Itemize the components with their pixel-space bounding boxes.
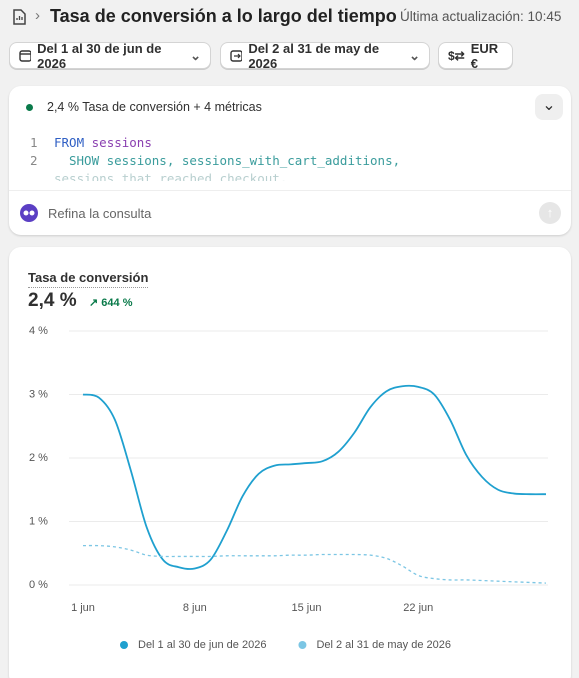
- legend-marker: [298, 641, 307, 649]
- chart: 0 % 1 % 2 % 3 % 4 % 1 jun 8 jun 15 jun 22 jun Del…: [29, 325, 548, 651]
- page-title: Tasa de conversión a lo largo del tiempo: [50, 6, 397, 26]
- calendar-icon: [19, 50, 32, 62]
- metric-change: ↗ 644 %: [89, 297, 133, 309]
- prompt-input[interactable]: Refina la consulta: [48, 206, 152, 221]
- currency-icon: $⇄: [448, 48, 465, 63]
- line-number: 2: [30, 153, 38, 168]
- x-tick-label: 8 jun: [183, 602, 207, 614]
- report-icon: [13, 9, 26, 25]
- status-dot: [26, 104, 33, 111]
- last-updated: Última actualización: 10:45: [400, 9, 562, 24]
- legend-label: Del 2 al 31 de may de 2026: [316, 639, 451, 651]
- compare-icon: [230, 50, 243, 62]
- y-tick-label: 1 %: [29, 515, 48, 527]
- y-tick-label: 2 %: [29, 452, 48, 464]
- x-tick-label: 1 jun: [71, 602, 95, 614]
- code-line: SHOW sessions, sessions_with_cart_additi…: [69, 153, 401, 168]
- series-line: [82, 544, 547, 584]
- y-tick-label: 0 %: [29, 579, 48, 591]
- filter-label: Del 2 al 31 de may de 2026: [248, 40, 380, 71]
- metric-change-value: 644 %: [101, 297, 133, 309]
- query-summary: 2,4 % Tasa de conversión + 4 métricas: [47, 100, 262, 114]
- date-filter[interactable]: Del 1 al 30 de jun de 2026 ⌄: [9, 40, 211, 71]
- assistant-icon: [20, 204, 38, 222]
- y-tick-label: 4 %: [29, 325, 48, 337]
- query-card: 2,4 % Tasa de conversión + 4 métricas ⌄ …: [9, 86, 571, 235]
- code-line: sessions_that_reached_checkout,: [54, 171, 288, 181]
- series-line: [82, 384, 547, 570]
- send-button[interactable]: ↑: [539, 202, 561, 224]
- line-number: 1: [30, 135, 38, 150]
- collapse-button[interactable]: ⌄: [535, 94, 563, 120]
- y-tick-label: 3 %: [29, 388, 48, 400]
- legend-label: Del 1 al 30 de jun de 2026: [138, 639, 266, 651]
- code-keyword: FROM: [54, 135, 85, 150]
- filter-label: Del 1 al 30 de jun de 2026: [37, 40, 162, 71]
- currency-filter[interactable]: $⇄ EUR €: [438, 40, 513, 71]
- legend-marker: [120, 641, 128, 649]
- filter-label: EUR €: [470, 40, 499, 71]
- x-tick-label: 22 jun: [403, 602, 433, 614]
- metric-value: 2,4 %: [28, 290, 77, 311]
- metric-title: Tasa de conversión: [28, 270, 149, 288]
- chart-card: Tasa de conversión 2,4 % ↗ 644 % 0 % 1 % 2…: [9, 247, 571, 678]
- x-tick-label: 15 jun: [292, 602, 322, 614]
- compare-filter[interactable]: Del 2 al 31 de may de 2026 ⌄: [220, 40, 430, 71]
- breadcrumb-sep: ›: [35, 7, 40, 24]
- code-token: sessions: [91, 135, 152, 150]
